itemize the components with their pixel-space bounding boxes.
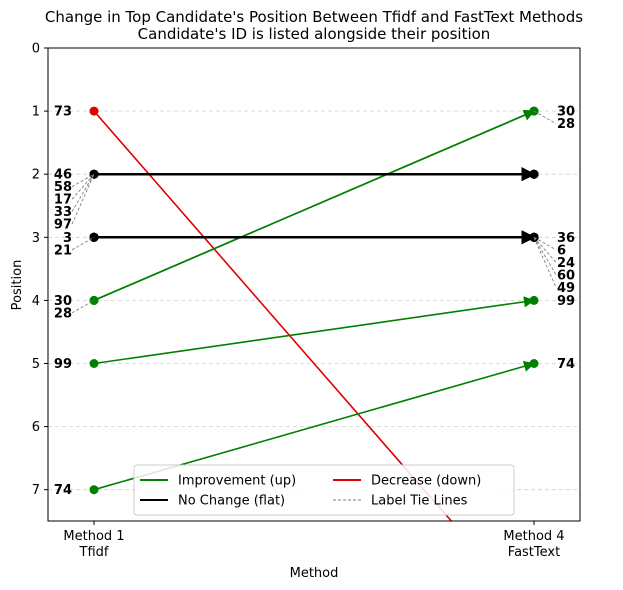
right-label-60: 60 [557, 268, 575, 283]
tie-line [71, 236, 95, 251]
right-label-28: 28 [557, 117, 575, 132]
end-point-99 [529, 295, 539, 305]
left-label-28: 28 [54, 306, 72, 321]
plot-area [89, 106, 539, 521]
tie-line [533, 110, 557, 124]
right-label-99: 99 [557, 294, 575, 309]
right-label-36: 36 [557, 231, 575, 246]
tie-line [533, 237, 557, 263]
y-axis-label: Position [10, 260, 25, 311]
start-point-99 [89, 359, 99, 368]
left-label-46: 46 [54, 168, 72, 183]
legend: Improvement (up) No Change (flat) Decrease… [133, 464, 515, 516]
left-label-21: 21 [54, 243, 72, 258]
end-point-97 [529, 169, 539, 179]
left-label-73: 73 [54, 105, 72, 120]
left-label-30: 30 [54, 294, 72, 309]
y-tick-label: 7 [32, 483, 40, 498]
x-tick-label: FastText [508, 545, 560, 560]
left-label-3: 3 [63, 231, 72, 246]
right-label-24: 24 [557, 256, 575, 271]
left-label-33: 33 [54, 205, 72, 220]
left-label-17: 17 [54, 193, 72, 208]
x-tick-label: Method 1 [63, 529, 124, 544]
left-label-97: 97 [54, 218, 72, 233]
start-point-74 [89, 485, 99, 495]
end-point-74 [529, 359, 539, 368]
left-label-74: 74 [54, 483, 72, 498]
y-tick-label: 0 [32, 42, 40, 57]
chart-title: Change in Top Candidate's Position Betwe… [45, 8, 583, 26]
tie-line [533, 237, 557, 288]
candidate-line-99 [93, 296, 536, 365]
left-label-58: 58 [54, 180, 72, 195]
left-label-99: 99 [54, 357, 72, 372]
tie-line [533, 237, 557, 276]
right-label-49: 49 [557, 281, 575, 296]
chart-subtitle: Candidate's ID is listed alongside their… [138, 25, 491, 43]
candidate-line-73 [93, 110, 453, 521]
tie-line [533, 236, 557, 251]
tie-line [71, 173, 95, 188]
tie-line [71, 173, 95, 200]
tie-line [71, 173, 95, 212]
start-point-73 [89, 106, 99, 116]
y-tick-label: 6 [32, 420, 40, 435]
tie-line [71, 300, 95, 314]
x-tick-label: Method 4 [503, 529, 564, 544]
x-tick-label: Tfidf [79, 545, 109, 560]
legend-label: Improvement (up) [178, 474, 296, 489]
y-tick-label: 5 [32, 357, 40, 372]
candidate-line-28 [93, 109, 536, 302]
y-tick-label: 2 [32, 168, 40, 183]
y-grid [48, 110, 580, 491]
right-label-30: 30 [557, 105, 575, 120]
y-axis: 0 1 2 3 4 5 6 7 [32, 42, 48, 498]
legend-label: Decrease (down) [371, 474, 481, 489]
y-tick-label: 4 [32, 294, 40, 309]
x-axis-label: Method [290, 566, 339, 581]
y-tick-label: 1 [32, 105, 40, 120]
legend-label: No Change (flat) [178, 494, 285, 509]
tie-line [71, 174, 95, 225]
plot-frame [47, 47, 581, 522]
right-label-6: 6 [557, 243, 566, 258]
legend-label: Label Tie Lines [371, 494, 468, 509]
legend-box [133, 464, 515, 516]
y-tick-label: 3 [32, 231, 40, 246]
right-label-74: 74 [557, 357, 575, 372]
